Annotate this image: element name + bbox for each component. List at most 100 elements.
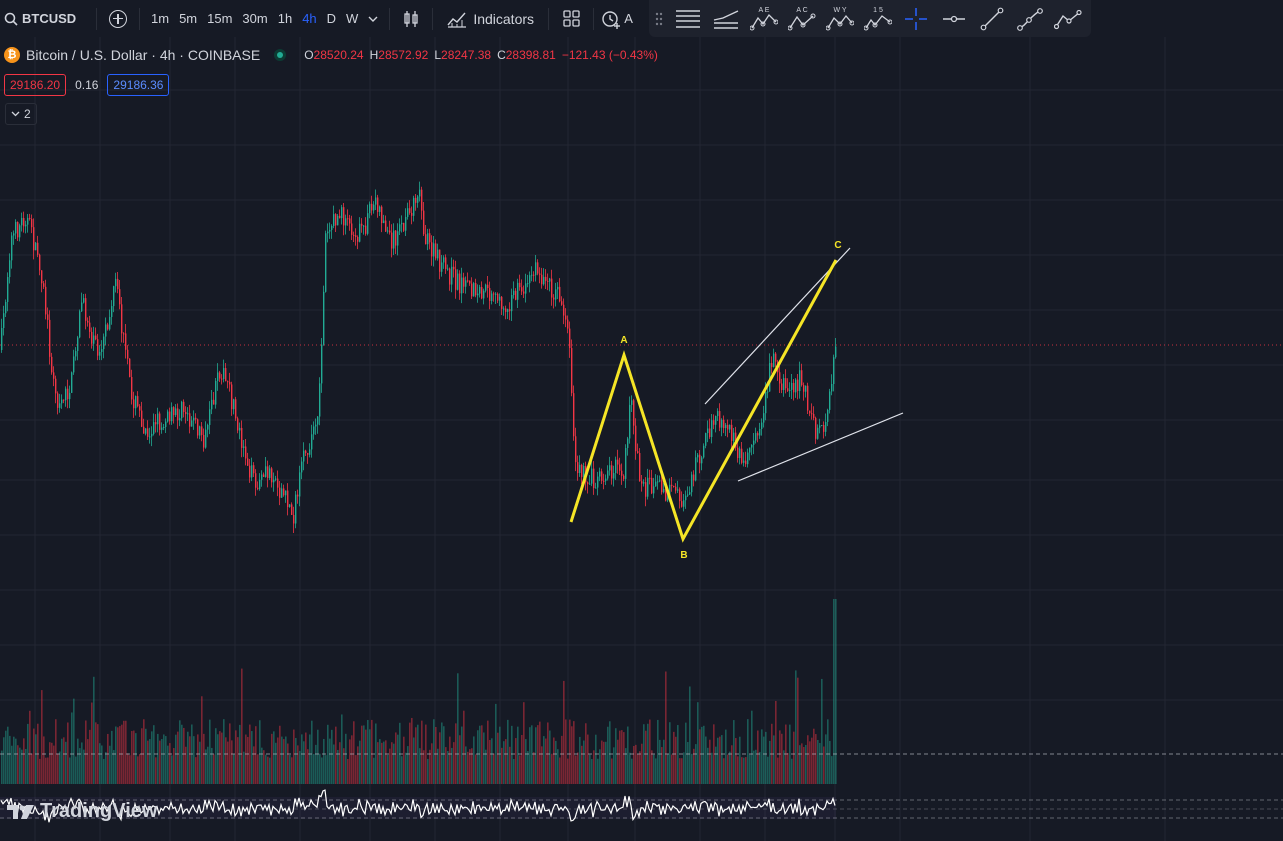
volume-bar: [301, 734, 303, 784]
parallel-channel-tool[interactable]: [707, 0, 745, 37]
volume-bar: [507, 719, 509, 784]
volume-bar: [483, 732, 485, 784]
drag-handle[interactable]: [649, 0, 669, 37]
volume-bar: [351, 735, 353, 784]
market-status-icon[interactable]: [274, 49, 287, 61]
crosshair-tool[interactable]: [897, 0, 935, 37]
volume-bar: [13, 736, 15, 784]
candle-body: [159, 413, 161, 430]
horizontal-ray-tool[interactable]: [935, 0, 973, 37]
abc-pattern-line[interactable]: [569, 259, 838, 543]
horizontal-lines-tool[interactable]: [669, 0, 707, 37]
volume-bar: [577, 752, 579, 784]
candle-body: [41, 270, 43, 284]
timeframe-15m[interactable]: 15m: [207, 11, 233, 26]
volume-bar: [581, 745, 583, 784]
volume-bar: [393, 743, 395, 784]
volume-bar: [303, 741, 305, 784]
volume-bar: [39, 758, 41, 784]
volume-bar: [621, 730, 623, 784]
indicators-collapse-button[interactable]: 2: [5, 103, 37, 125]
timeframe-1m[interactable]: 1m: [151, 11, 170, 26]
volume-bar: [669, 722, 671, 784]
volume-bar: [209, 719, 211, 784]
volume-bar: [607, 726, 609, 784]
volume-bar: [373, 757, 375, 784]
candle-body: [187, 413, 189, 415]
timeframe-d[interactable]: D: [326, 11, 337, 26]
candle-body: [139, 406, 141, 411]
candle-body: [489, 288, 491, 301]
candle-body: [163, 426, 165, 428]
volume-bar: [321, 757, 323, 784]
candle-body: [675, 486, 677, 491]
volume-bar: [83, 749, 85, 784]
wxy-pattern-tool[interactable]: W Y: [821, 0, 859, 37]
chart-type-button[interactable]: [396, 0, 426, 37]
timeframe-4h[interactable]: 4h: [302, 11, 317, 26]
volume-bar: [535, 727, 537, 784]
candle-body: [157, 413, 159, 425]
sell-price-button[interactable]: 29186.20: [4, 74, 67, 96]
candle-body: [599, 471, 601, 477]
candle-body: [813, 414, 815, 418]
candle-body: [441, 262, 443, 272]
indicators-button[interactable]: Indicators: [439, 0, 542, 37]
candle-body: [179, 418, 181, 421]
volume-bar: [583, 740, 585, 784]
compare-symbol-button[interactable]: [103, 0, 133, 37]
timeframe-30m[interactable]: 30m: [242, 11, 268, 26]
volume-bar: [717, 737, 719, 784]
abc-pattern-icon: A C: [788, 7, 816, 30]
channel-lower-line[interactable]: [737, 412, 904, 482]
candle-body: [19, 225, 21, 238]
volume-bar: [429, 749, 431, 784]
timeframe-dropdown[interactable]: [363, 0, 383, 37]
candle-body: [117, 278, 119, 290]
candle-body: [811, 413, 813, 415]
impulse-wave-tool[interactable]: 1 5: [859, 0, 897, 37]
volume-bar: [805, 744, 807, 784]
series-title[interactable]: Bitcoin / U.S. Dollar · 4h · COINBASE: [26, 47, 261, 63]
volume-bar: [265, 754, 267, 784]
polyline-icon: [1054, 9, 1082, 29]
trend-line-tool[interactable]: [973, 0, 1011, 37]
candles-icon: [404, 10, 418, 27]
candle-body: [175, 408, 177, 416]
candle-body: [261, 474, 263, 480]
volume-bar: [799, 745, 801, 784]
abcde-pattern-tool[interactable]: A E: [745, 0, 783, 37]
curve-tool[interactable]: [1011, 0, 1049, 37]
channel-upper-line[interactable]: [704, 247, 851, 405]
change-value: −121.43 (−0.43%): [561, 48, 658, 62]
timeframe-5m[interactable]: 5m: [179, 11, 198, 26]
abc-pattern-tool[interactable]: A C: [783, 0, 821, 37]
candle-body: [349, 218, 351, 224]
candle-body: [401, 222, 403, 225]
candle-body: [817, 427, 819, 439]
volume-bar: [551, 753, 553, 784]
candle-body: [617, 459, 619, 465]
quote-panel: 29186.20 0.16 29186.36: [4, 74, 170, 96]
volume-bar: [821, 678, 823, 784]
volume-bar: [767, 756, 769, 784]
candle-body: [403, 222, 405, 231]
symbol-search[interactable]: BTCUSD: [0, 0, 90, 37]
timeframe-1h[interactable]: 1h: [277, 11, 293, 26]
volume-bar: [773, 735, 775, 784]
volume-bar: [357, 746, 359, 784]
alert-button[interactable]: A: [600, 0, 634, 37]
buy-price-button[interactable]: 29186.36: [107, 74, 170, 96]
timeframe-w[interactable]: W: [346, 11, 359, 26]
polyline-tool[interactable]: [1049, 0, 1087, 37]
candle-body: [287, 490, 289, 507]
candle-body: [239, 427, 241, 431]
volume-bar: [699, 729, 701, 784]
candle-body: [761, 422, 763, 429]
volume-bar: [553, 737, 555, 784]
layouts-button[interactable]: [555, 0, 587, 37]
tradingview-logo[interactable]: TradingView: [6, 800, 157, 823]
chevron-down-icon: [11, 111, 20, 117]
volume-bar: [55, 719, 57, 784]
